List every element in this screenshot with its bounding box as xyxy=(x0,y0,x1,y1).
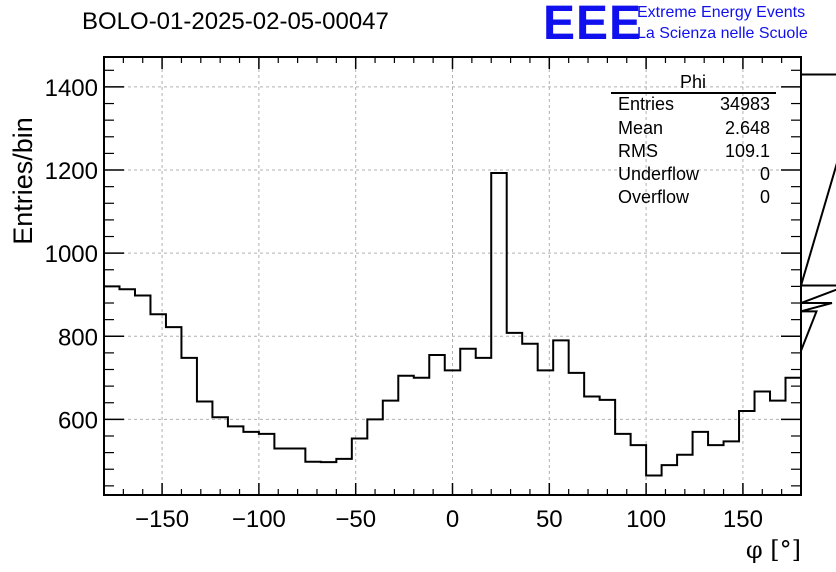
histogram-line xyxy=(104,73,836,477)
stats-value-mean: 2.648 xyxy=(725,118,770,138)
stats-label-entries: Entries xyxy=(618,94,674,114)
y-tick-label: 600 xyxy=(58,407,98,434)
stats-label-rms: RMS xyxy=(618,141,658,161)
y-tick-label: 1000 xyxy=(45,241,98,268)
stats-label-overflow: Overflow xyxy=(618,187,690,207)
stats-box-name: Phi xyxy=(680,72,706,92)
stats-value-overflow: 0 xyxy=(760,187,770,207)
x-axis-label: φ [°] xyxy=(746,536,801,564)
stats-value-underflow: 0 xyxy=(760,164,770,184)
axis-ticks xyxy=(104,57,801,495)
logo-text-line2: La Scienza nelle Scuole xyxy=(637,25,808,42)
x-tick-label: 100 xyxy=(626,506,666,533)
x-tick-label: 50 xyxy=(536,506,563,533)
x-tick-label: −100 xyxy=(232,506,286,533)
y-tick-label: 1400 xyxy=(45,75,98,102)
x-tick-label: 150 xyxy=(723,506,763,533)
y-tick-label: 1200 xyxy=(45,158,98,185)
y-axis-label: Entries/bin xyxy=(8,117,38,245)
y-tick-label: 800 xyxy=(58,324,98,351)
x-tick-label: 0 xyxy=(446,506,459,533)
stats-value-rms: 109.1 xyxy=(725,141,770,161)
x-tick-label: −50 xyxy=(335,506,376,533)
eee-logo: EEE xyxy=(543,0,643,50)
stats-label-mean: Mean xyxy=(618,118,663,138)
logo-text-line1: Extreme Energy Events xyxy=(637,4,806,21)
chart-title: BOLO-01-2025-02-05-00047 xyxy=(82,8,389,35)
grid-lines xyxy=(104,57,801,495)
plot-frame xyxy=(103,56,802,496)
stats-value-entries: 34983 xyxy=(720,94,770,114)
tick-labels: −150 −100 −50 0 50 100 150 600 800 1000 1200 1400 xyxy=(45,75,763,533)
x-tick-label: −150 xyxy=(135,506,189,533)
stats-label-underflow: Underflow xyxy=(618,164,700,184)
stats-box: Phi Entries 34983 Mean 2.648 RMS 109.1 U… xyxy=(611,72,776,207)
